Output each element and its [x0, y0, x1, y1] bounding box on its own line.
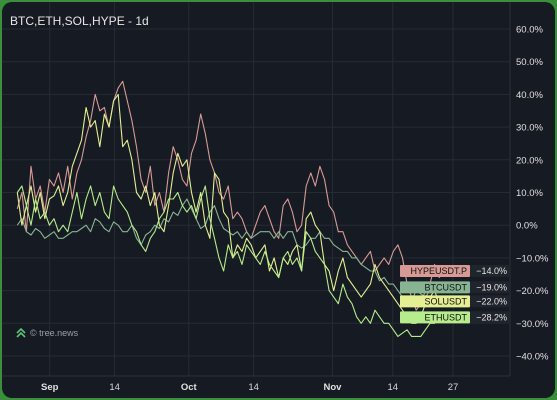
y-tick-label: 60.0% [516, 25, 543, 36]
tag-name: ETHUSDT [425, 313, 468, 323]
tag-value-box [470, 264, 510, 277]
series-line-ethusdt [16, 185, 444, 337]
tag-ethusdt: ETHUSDT −28.2% [400, 311, 510, 324]
y-tick-label: −30.0% [516, 319, 549, 330]
tag-box [400, 281, 470, 294]
y-tick-label: 20.0% [516, 155, 543, 166]
x-tick-label: 27 [448, 382, 459, 393]
y-tick-label: −10.0% [516, 253, 549, 264]
chart-title: BTC,ETH,SOL,HYPE - 1d [10, 14, 149, 28]
watermark: © tree.news [16, 327, 78, 339]
series-line-btcusdt [16, 198, 445, 305]
last-value-tags: HYPEUSDT.P −14.0% BTCUSDT −19.0% SOLUSDT −22.… [400, 264, 510, 324]
y-tick-label: 10.0% [516, 188, 543, 199]
tag-name: BTCUSDT [425, 283, 468, 293]
y-tick-label: −20.0% [516, 286, 549, 297]
x-tick-label: 14 [109, 382, 120, 393]
tree-news-logo-icon [16, 327, 26, 338]
tag-box [400, 264, 470, 277]
tag-value: −14.0% [476, 266, 507, 276]
tag-name: HYPEUSDT.P [410, 266, 467, 276]
x-tick-label: Sep [41, 382, 59, 393]
series-lines [16, 80, 445, 337]
tag-hypeusdt-p: HYPEUSDT.P −14.0% [400, 264, 510, 277]
x-tick-label: 14 [387, 382, 398, 393]
y-tick-label: 30.0% [516, 123, 543, 134]
tag-value: −19.0% [476, 283, 507, 293]
tag-value: −22.0% [476, 297, 507, 307]
x-tick-label: 14 [248, 382, 259, 393]
tag-solusdt: SOLUSDT −22.0% [400, 295, 510, 308]
tag-btcusdt: BTCUSDT −19.0% [400, 281, 510, 294]
series-line-hypeusdt-p [16, 80, 445, 311]
tag-name: SOLUSDT [424, 297, 467, 307]
y-axis[interactable]: 60.0% 50.0% 40.0% 30.0% 20.0% 10.0% 0.0% −10.0%… [516, 25, 549, 363]
tag-value-box [470, 295, 510, 308]
tag-value-box [470, 311, 510, 324]
tag-box [400, 311, 470, 324]
x-tick-label: Oct [181, 382, 198, 393]
y-tick-label: −40.0% [516, 352, 549, 363]
y-tick-label: 0.0% [516, 221, 538, 232]
y-tick-label: 40.0% [516, 90, 543, 101]
x-tick-label: Nov [324, 382, 343, 393]
x-axis[interactable]: Sep 14 Oct 14 Nov 14 27 [41, 382, 458, 393]
series-line-solusdt [16, 93, 445, 324]
tag-value: −28.2% [476, 313, 507, 323]
watermark-text: © tree.news [30, 328, 79, 338]
tag-box [400, 295, 470, 308]
y-tick-label: 50.0% [516, 57, 543, 68]
tag-value-box [470, 281, 510, 294]
